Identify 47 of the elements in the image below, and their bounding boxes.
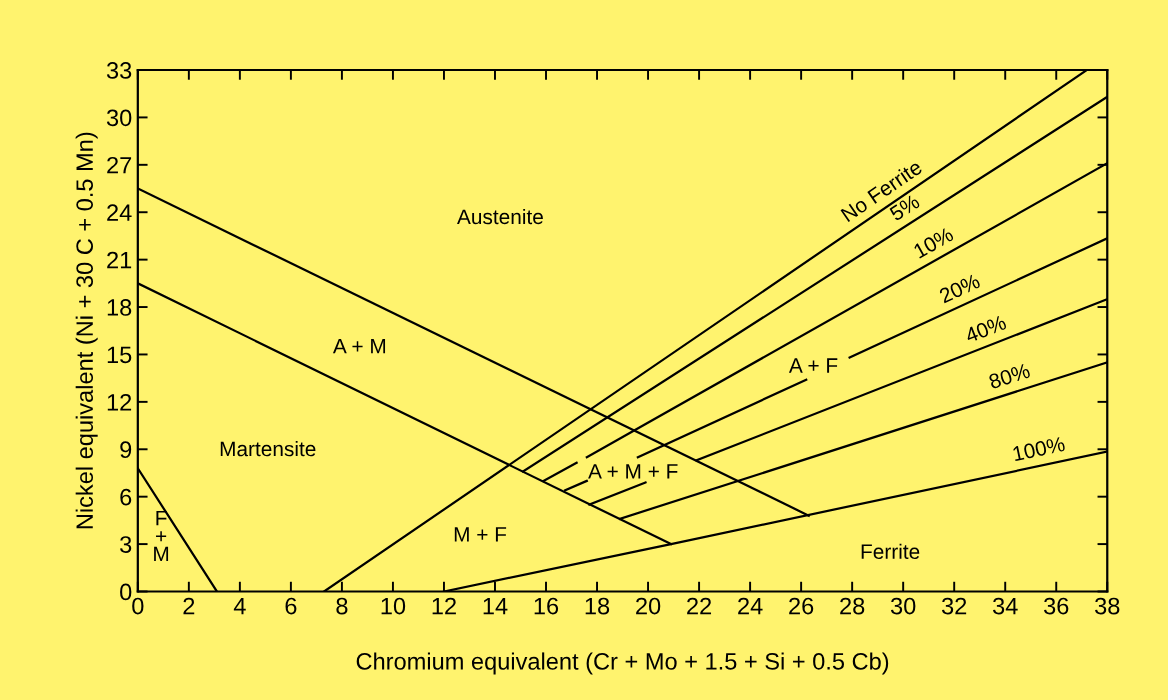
x-tick-label: 28	[840, 597, 865, 615]
y-axis-title: Nickel equivalent (Ni + 30 C + 0.5 Mn)	[75, 132, 98, 529]
x-tick-label: 10	[381, 597, 406, 615]
text: 10%	[912, 226, 955, 259]
x-tick-label: 34	[992, 597, 1018, 615]
y-tick-label: 27	[107, 156, 132, 174]
legend-label: 100%	[1012, 436, 1066, 462]
y-tick-label: 30	[106, 109, 132, 127]
annotation: F + M	[154, 510, 169, 562]
y-tick-label: 33	[106, 62, 132, 79]
annotation: Ferrite	[861, 543, 920, 560]
text: 20%	[938, 273, 981, 304]
x-tick-label: 22	[687, 597, 712, 615]
y-tick-label: 12	[107, 393, 132, 411]
x-tick-label: 2	[183, 597, 195, 615]
annotation: Martensite	[220, 440, 316, 457]
y-tick-label: 6	[120, 488, 132, 506]
annotation: M + F	[454, 527, 507, 542]
annotation: A + M	[332, 339, 386, 354]
y-tick-label: 18	[107, 299, 132, 316]
annotation: Austenite	[457, 208, 543, 225]
y-tick-label: 3	[120, 536, 132, 553]
x-tick-label: 20	[636, 597, 661, 615]
y-tick-label: 24	[107, 204, 132, 221]
x-tick-label: 18	[585, 597, 610, 615]
x-tick-label: 32	[941, 597, 967, 615]
annotation: A + M + F	[588, 464, 678, 479]
x-tick-label: 4	[233, 597, 246, 615]
x-axis-title: Chromium equivalent (Cr + Mo + 1.5 + Si + 0.5 Cb)	[356, 652, 889, 675]
x-tick-label: 16	[534, 597, 559, 615]
y-tick-label: 15	[107, 346, 132, 364]
x-tick-label: 26	[789, 597, 814, 615]
x-tick-label: 0	[132, 597, 144, 615]
x-tick-label: 30	[890, 597, 916, 615]
x-tick-label: 6	[285, 597, 297, 615]
x-tick-label: 12	[432, 597, 456, 615]
x-tick-label: 36	[1044, 597, 1069, 615]
x-tick-label: 8	[336, 597, 348, 615]
x-tick-label: 24	[738, 597, 763, 615]
y-tick-label: 9	[120, 441, 132, 459]
text: 80%	[988, 362, 1031, 390]
y-tick-label: 0	[120, 583, 132, 601]
text: 40%	[964, 314, 1008, 344]
y-tick-label: 21	[107, 251, 132, 269]
annotation: A + F	[788, 358, 838, 373]
x-tick-label: 14	[483, 597, 508, 615]
x-tick-label: 38	[1095, 597, 1120, 615]
